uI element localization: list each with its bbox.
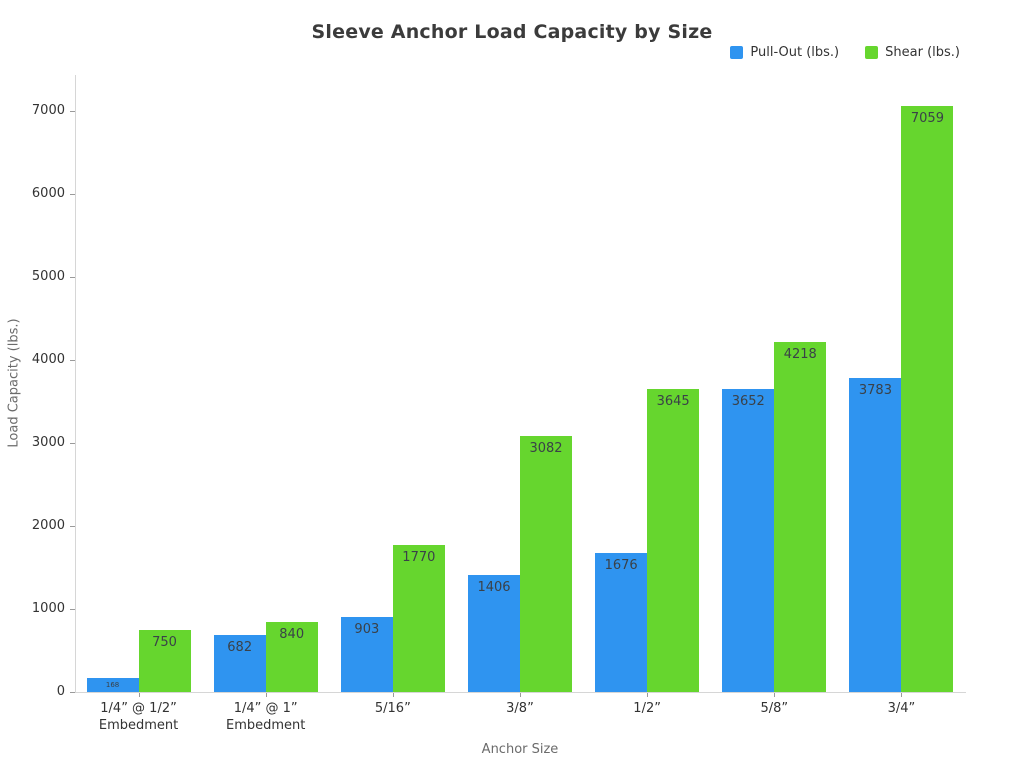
legend-item-0: Pull-Out (lbs.) xyxy=(730,45,839,60)
x-tick-label: 5/16” xyxy=(374,701,411,716)
bar-shear-1 xyxy=(265,622,318,692)
bar-shear-5 xyxy=(774,341,827,692)
y-tick-mark xyxy=(70,276,75,278)
x-tick-mark xyxy=(774,693,776,697)
legend-label: Shear (lbs.) xyxy=(885,45,960,60)
bar-value-label: 4218 xyxy=(783,346,817,362)
bar-pullout-2 xyxy=(340,617,393,692)
y-tick-label: 5000 xyxy=(31,268,65,284)
bar-pullout-3 xyxy=(468,575,520,692)
chart-title: Sleeve Anchor Load Capacity by Size xyxy=(311,21,713,43)
x-tick-mark xyxy=(901,693,903,697)
x-tick-label: 1/4” @ 1” Embedment xyxy=(226,701,306,733)
x-tick-label: 5/8” xyxy=(760,701,789,716)
bar-pullout-0 xyxy=(86,678,139,692)
y-tick-mark xyxy=(70,692,75,693)
bar-value-label: 750 xyxy=(152,634,177,650)
bar-pullout-4 xyxy=(595,552,648,692)
legend: Pull-Out (lbs.) Shear (lbs.) xyxy=(730,45,960,60)
y-tick-mark xyxy=(70,525,75,527)
bar-shear-2 xyxy=(392,545,445,692)
y-axis-label: Load Capacity (lbs.) xyxy=(6,318,22,448)
bar-value-label: 3645 xyxy=(656,394,690,410)
y-tick-label: 6000 xyxy=(31,185,65,201)
y-tick-label: 7000 xyxy=(31,102,65,118)
bar-value-label: 3783 xyxy=(858,382,892,398)
bar-pullout-6 xyxy=(849,377,902,692)
x-tick-label: 3/4” xyxy=(887,701,916,716)
bar-shear-0 xyxy=(138,629,191,692)
x-tick-mark xyxy=(647,693,649,697)
bar-value-label: 1770 xyxy=(402,550,436,566)
bar-pullout-5 xyxy=(722,388,775,692)
y-tick-label: 2000 xyxy=(31,517,65,533)
bar-shear-4 xyxy=(647,389,700,692)
bar-value-label: 3652 xyxy=(731,393,765,409)
y-tick-label: 1000 xyxy=(31,600,65,616)
y-tick-mark xyxy=(70,442,75,444)
bar-value-label: 903 xyxy=(354,622,380,637)
y-tick-mark xyxy=(70,608,75,610)
y-tick-mark xyxy=(70,110,75,112)
x-tick-mark xyxy=(265,693,267,697)
legend-swatch-icon xyxy=(865,46,879,59)
bar-shear-6 xyxy=(901,105,954,692)
y-tick-label: 3000 xyxy=(31,434,65,450)
bar-shear-3 xyxy=(520,436,572,692)
bar-value-label: 840 xyxy=(279,627,305,643)
bar-pullout-1 xyxy=(213,635,266,692)
bar-value-label: 1676 xyxy=(604,557,638,573)
bar-value-label: 3082 xyxy=(529,441,563,457)
bar-value-label: 7059 xyxy=(910,110,944,126)
plot-area xyxy=(75,75,966,693)
y-tick-label: 0 xyxy=(56,684,65,699)
x-tick-mark xyxy=(138,693,140,697)
y-tick-mark xyxy=(70,193,75,195)
x-tick-label: 1/4” @ 1/2” Embedment xyxy=(98,701,179,733)
bar-value-label: 682 xyxy=(227,640,253,656)
x-axis-label: Anchor Size xyxy=(481,742,559,757)
x-tick-mark xyxy=(520,693,521,697)
legend-swatch-icon xyxy=(730,46,744,59)
x-tick-label: 1/2” xyxy=(633,701,661,716)
x-tick-mark xyxy=(392,693,394,697)
x-tick-label: 3/8” xyxy=(506,701,534,716)
legend-item-1: Shear (lbs.) xyxy=(865,45,960,60)
legend-label: Pull-Out (lbs.) xyxy=(750,45,840,60)
bar-value-label: 1406 xyxy=(477,580,511,596)
bar-value-label: 168 xyxy=(105,680,120,689)
y-tick-mark xyxy=(70,359,75,361)
y-tick-label: 4000 xyxy=(31,351,65,367)
